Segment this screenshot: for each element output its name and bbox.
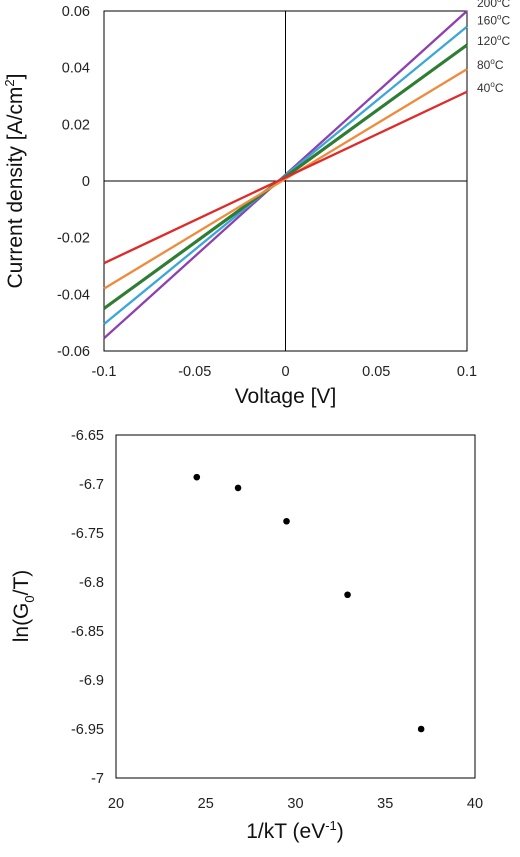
iv-chart: -0.1 -0.05 0 0.05 0.1 0.06 0.04 0.02 0 -0.02 -0.0… (2, 0, 510, 408)
arrhenius-data-point (193, 473, 201, 481)
iv-legend-label-unit: C (495, 81, 504, 95)
arrhenius-x-axis-title: 1/kT (eV-1) (246, 818, 344, 843)
arrhenius-x-tick-label: 35 (377, 796, 393, 812)
arrhenius-x-tick-label: 30 (287, 796, 303, 812)
iv-series-line-40C (103, 90, 468, 265)
iv-legend-label-80C: 80oC (477, 57, 504, 72)
iv-y-tick-label: 0.04 (62, 61, 90, 77)
arrhenius-y-tick-label: -6.9 (79, 673, 104, 689)
arrhenius-x-tick-labels: 20 25 30 35 40 (108, 796, 483, 812)
arrhenius-y-axis-title-sub: 0 (22, 595, 37, 602)
iv-x-tick-label: -0.05 (178, 364, 211, 380)
iv-y-tick-label: -0.02 (57, 231, 90, 247)
iv-series-line-80C (103, 68, 468, 290)
arrhenius-data-point (344, 591, 351, 599)
arrhenius-y-tick-label: -6.75 (71, 526, 104, 542)
iv-x-axis-title: Voltage [V] (235, 385, 337, 408)
iv-legend-label-unit: C (501, 0, 510, 10)
iv-legend-label-degree: o (490, 57, 495, 66)
iv-legend-label-degree: o (497, 0, 502, 4)
arrhenius-y-axis-title-tail: /T) (10, 570, 33, 596)
iv-legend-label-number: 120 (477, 34, 497, 48)
arrhenius-y-axis-title-main: ln(G (10, 603, 33, 643)
iv-legend-label-200C: 200oC (477, 0, 510, 10)
arrhenius-x-axis-title-sup: -1 (325, 818, 337, 833)
iv-x-tick-label: -0.1 (92, 364, 117, 380)
iv-y-axis-title-tail: ] (4, 74, 27, 80)
arrhenius-y-axis-title: ln(G0/T) (10, 570, 37, 643)
iv-legend-label-120C: 120oC (477, 33, 510, 48)
iv-legend-label-160C: 160oC (477, 13, 510, 28)
arrhenius-y-tick-label: -6.85 (71, 624, 104, 640)
iv-x-tick-label: 0 (281, 364, 289, 380)
iv-x-tick-label: 0.1 (457, 364, 477, 380)
iv-legend-label-degree: o (497, 33, 502, 42)
iv-y-axis-title-sup: 2 (2, 79, 17, 86)
arrhenius-x-tick-label: 25 (198, 796, 214, 812)
iv-legend-label-number: 40 (477, 81, 491, 95)
iv-y-axis-title: Current density [A/cm2] (2, 74, 27, 289)
iv-legend-label-number: 80 (477, 58, 491, 72)
iv-legend-label-number: 160 (477, 14, 497, 28)
iv-legend-label-unit: C (495, 58, 504, 72)
arrhenius-plot-frame (115, 434, 476, 779)
arrhenius-data-point (417, 725, 425, 733)
iv-legend-label-unit: C (501, 34, 510, 48)
iv-y-tick-label: 0.02 (62, 117, 90, 133)
iv-y-tick-label: 0.06 (62, 4, 90, 20)
arrhenius-points-group (193, 473, 425, 733)
iv-y-tick-label: -0.06 (57, 344, 90, 360)
iv-legend: 200oC160oC120oC80oC40oC (477, 0, 510, 95)
arrhenius-x-axis-title-tail: ) (337, 820, 344, 843)
iv-legend-label-degree: o (497, 13, 502, 22)
iv-y-tick-label: 0 (82, 174, 90, 190)
iv-y-tick-label: -0.04 (57, 287, 90, 303)
iv-legend-label-number: 200 (477, 0, 497, 10)
arrhenius-y-tick-label: -6.7 (79, 477, 104, 493)
iv-y-axis-title-main: Current density [A/cm (4, 87, 27, 289)
arrhenius-chart: 20 25 30 35 40 -6.65-6.7-6.75-6.8-6.85-6.9-6… (10, 428, 483, 843)
arrhenius-y-tick-label: -6.95 (71, 722, 104, 738)
arrhenius-y-tick-labels: -6.65 -6.7 -6.75 -6.8 -6.85 -6.9 -6.95 -7 (71, 428, 104, 787)
arrhenius-x-tick-label: 40 (467, 796, 483, 812)
arrhenius-x-axis-title-main: 1/kT (eV (246, 820, 325, 843)
arrhenius-data-point (234, 484, 242, 492)
iv-y-tick-labels: 0.06 0.04 0.02 0 -0.02 -0.04 -0.06 (57, 4, 90, 360)
arrhenius-x-tick-label: 20 (108, 796, 124, 812)
arrhenius-y-tick-label: -7 (91, 771, 104, 787)
arrhenius-y-tick-label: -6.65 (71, 428, 104, 444)
arrhenius-data-point (283, 517, 290, 525)
arrhenius-y-tick-label: -6.8 (79, 575, 104, 591)
iv-x-tick-label: 0.05 (362, 364, 390, 380)
iv-x-tick-labels: -0.1 -0.05 0 0.05 0.1 (92, 364, 478, 380)
iv-legend-label-40C: 40oC (477, 80, 504, 95)
iv-legend-label-degree: o (490, 80, 495, 89)
iv-legend-label-unit: C (501, 14, 510, 28)
iv-series-group (103, 10, 468, 340)
